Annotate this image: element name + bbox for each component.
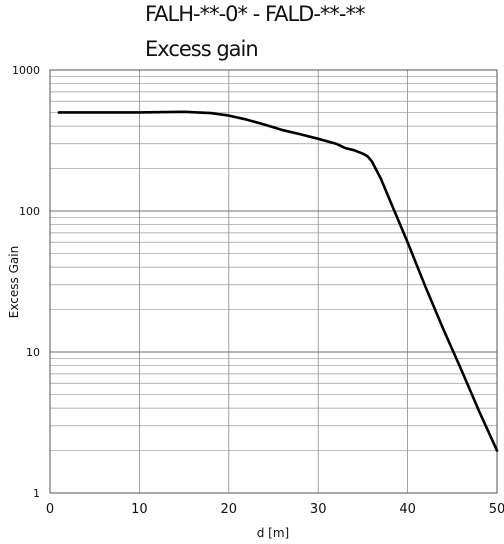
chart-title: FALH-**-0* - FALD-**-** <box>145 2 365 26</box>
chart-subtitle: Excess gain <box>145 37 259 61</box>
y-tick-label: 100 <box>19 205 40 218</box>
x-tick-label: 40 <box>399 502 416 517</box>
x-tick-label: 10 <box>131 502 148 517</box>
data-series-line <box>57 110 499 452</box>
y-tick-label: 1000 <box>12 64 40 77</box>
plot-border <box>49 69 498 494</box>
y-tick-label: 10 <box>26 346 40 359</box>
series-layer <box>57 110 499 452</box>
x-tick-label: 50 <box>489 502 504 517</box>
tick-labels: 0 10 20 30 40 50 1 10 100 1000 <box>12 64 504 517</box>
x-axis-label: d [m] <box>257 526 289 540</box>
y-axis-label: Excess Gain <box>7 246 21 318</box>
y-tick-label: 1 <box>33 487 40 500</box>
plot-frame <box>49 69 498 494</box>
x-tick-label: 20 <box>221 502 238 517</box>
x-tick-label: 0 <box>46 502 54 517</box>
grid-lines <box>50 70 497 493</box>
x-tick-label: 30 <box>310 502 327 517</box>
